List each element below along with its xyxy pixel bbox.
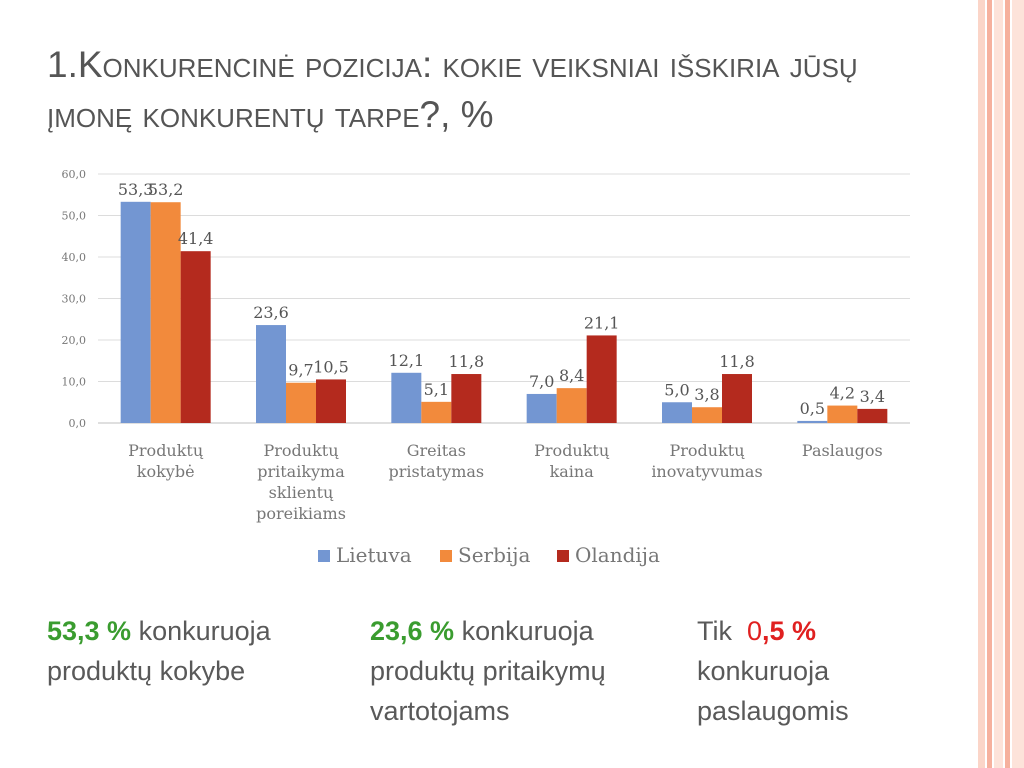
caption-services-text-2: konkuruoja <box>697 656 830 686</box>
caption-quality-pct: 53,3 % <box>47 616 132 646</box>
data-label: 5,1 <box>424 380 449 399</box>
legend-label: Olandija <box>575 543 660 567</box>
x-tick-label: kaina <box>550 462 595 481</box>
decor-stripe-1 <box>978 0 985 768</box>
caption-services-pct-zero: 0 <box>747 616 763 646</box>
caption-adaptation-text-1: konkuruoja <box>454 616 594 646</box>
bar <box>256 325 286 423</box>
x-tick-label: Paslaugos <box>802 441 883 460</box>
x-tick-label: Produktų <box>534 441 610 460</box>
y-tick-label: 20,0 <box>62 334 87 347</box>
data-label: 0,5 <box>800 399 825 418</box>
x-tick-label: Produktų <box>669 441 745 460</box>
data-label: 53,2 <box>148 180 184 199</box>
bar <box>391 372 422 423</box>
caption-quality-text-1: konkuruoja <box>131 616 271 646</box>
caption-services-text-3: paslaugomis <box>697 696 849 726</box>
data-label: 4,2 <box>830 384 855 403</box>
data-label: 23,6 <box>253 303 289 322</box>
y-tick-label: 40,0 <box>62 251 87 264</box>
y-tick-label: 60,0 <box>62 168 87 181</box>
legend-swatch <box>557 550 569 562</box>
title-line-1: 1.Konkurencinė pozicija: kokie veiksniai… <box>47 44 858 85</box>
data-label: 41,4 <box>178 229 214 248</box>
x-tick-label: poreikiams <box>256 504 346 523</box>
bar <box>526 393 557 423</box>
data-label: 11,8 <box>449 352 485 371</box>
decor-stripe-2 <box>987 0 992 768</box>
title-line-2: įmonę konkurentų tarpe?, % <box>47 94 494 135</box>
bar <box>827 405 858 423</box>
y-tick-label: 30,0 <box>62 293 87 306</box>
bar <box>722 374 752 423</box>
data-label: 9,7 <box>288 361 313 380</box>
decor-stripe-3 <box>994 0 1003 768</box>
bar <box>556 388 587 423</box>
bar <box>180 251 211 423</box>
caption-adaptation-text-2: produktų pritaikymų <box>370 656 606 686</box>
data-label: 53,3 <box>118 180 154 199</box>
bar <box>150 202 181 423</box>
data-label: 10,5 <box>313 357 349 376</box>
x-tick-label: pristatymas <box>389 462 485 481</box>
legend-swatch <box>318 550 330 562</box>
x-tick-label: Produktų <box>263 441 339 460</box>
data-label: 11,8 <box>719 352 755 371</box>
bar <box>692 407 722 423</box>
caption-services: Tik 0,5 % konkuruoja paslaugomis <box>697 611 957 731</box>
y-tick-label: 10,0 <box>62 376 87 389</box>
x-tick-label: sklientų <box>269 483 334 502</box>
bar-chart: 0,0 10,0 20,0 30,0 40,0 50,0 60,0 53,353,2 41,4 P… <box>62 168 910 567</box>
y-tick-label: 50,0 <box>62 210 87 223</box>
legend-swatch <box>440 550 452 562</box>
caption-adaptation-pct: 23,6 % <box>370 616 455 646</box>
bar <box>286 382 316 423</box>
decor-stripe-5 <box>1012 0 1024 768</box>
caption-services-pct-rest: ,5 % <box>762 616 817 646</box>
x-tick-label: pritaikyma <box>257 462 345 481</box>
data-label: 8,4 <box>559 366 584 385</box>
bar <box>120 201 151 423</box>
x-tick-label: kokybė <box>137 462 195 481</box>
bar <box>857 408 888 423</box>
data-label: 3,4 <box>860 387 885 406</box>
data-label: 21,1 <box>584 313 620 332</box>
bar <box>797 420 828 423</box>
decor-stripe-4 <box>1005 0 1010 768</box>
bar <box>316 379 346 423</box>
bar <box>451 374 482 423</box>
x-tick-label: Produktų <box>128 441 204 460</box>
slide-title: 1.Konkurencinė pozicija: kokie veiksniai… <box>47 40 967 140</box>
x-tick-label: Greitas <box>407 441 466 460</box>
bar <box>586 335 617 423</box>
data-label: 5,0 <box>664 380 689 399</box>
data-label: 7,0 <box>529 372 554 391</box>
data-label: 3,8 <box>694 385 719 404</box>
caption-services-prefix: Tik <box>697 616 747 646</box>
legend-label: Lietuva <box>336 543 412 567</box>
legend-label: Serbija <box>458 543 530 567</box>
data-label: 12,1 <box>389 351 425 370</box>
x-tick-label: inovatyvumas <box>651 462 762 481</box>
caption-adaptation: 23,6 % konkuruoja produktų pritaikymų va… <box>370 611 680 731</box>
caption-adaptation-text-3: vartotojams <box>370 696 510 726</box>
bar <box>421 401 452 423</box>
y-tick-label: 0,0 <box>69 417 87 430</box>
bar <box>662 402 692 423</box>
caption-quality-text-2: produktų kokybe <box>47 656 246 686</box>
caption-quality: 53,3 % konkuruoja produktų kokybe <box>47 611 347 691</box>
